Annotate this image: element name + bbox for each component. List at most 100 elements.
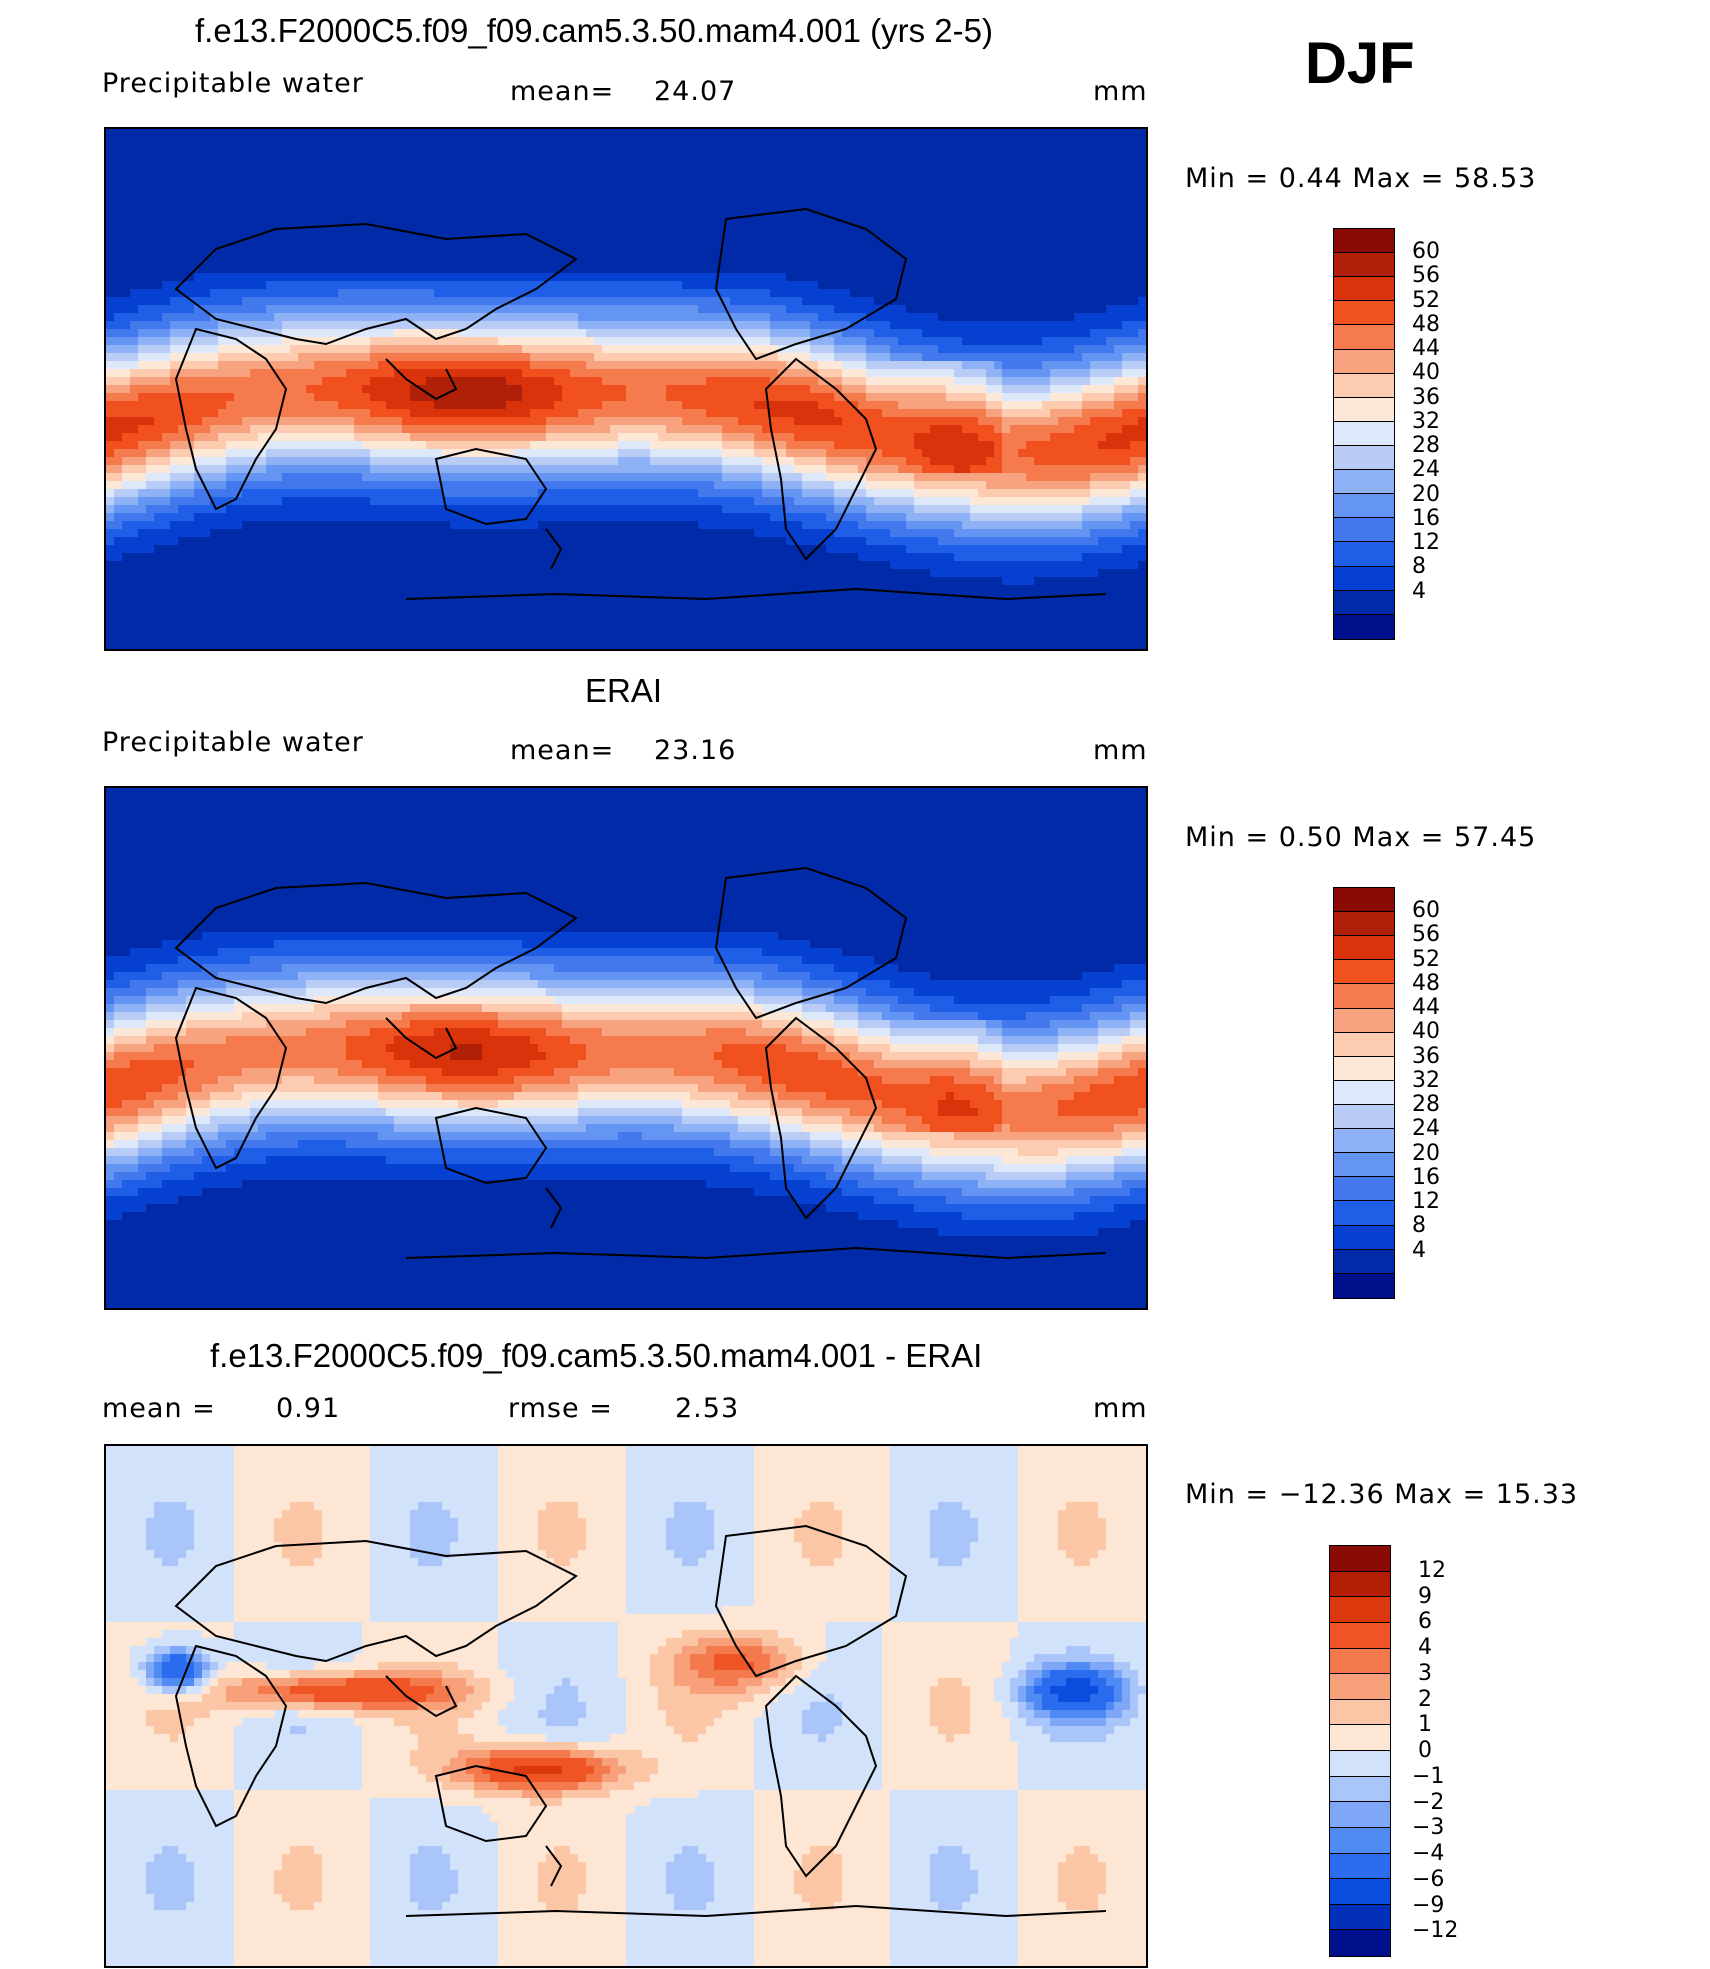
colorbar-tick-label: 44	[1412, 336, 1440, 361]
colorbar-tick-label: −12	[1412, 1918, 1458, 1943]
coastline	[174, 1644, 288, 1828]
colorbar-swatch	[1334, 566, 1394, 591]
panel2-title: ERAI	[585, 672, 662, 710]
colorbar-swatch	[1334, 1008, 1394, 1033]
colorbar-tick-label: 60	[1412, 239, 1440, 264]
colorbar-tick-label: 16	[1412, 506, 1440, 531]
colorbar-tick-label: 1	[1418, 1712, 1432, 1737]
colorbar-swatch	[1330, 1725, 1390, 1751]
colorbar-tick-label: 28	[1412, 433, 1440, 458]
colorbar-swatch	[1334, 1080, 1394, 1105]
colorbar-swatch	[1334, 1225, 1394, 1250]
colorbar-tick-label: 32	[1412, 1068, 1440, 1093]
colorbar-tick-label: 48	[1412, 971, 1440, 996]
panel3-colorbar	[1329, 1545, 1391, 1957]
colorbar-tick-label: 9	[1418, 1584, 1432, 1609]
coastline	[174, 1539, 578, 1663]
panel3-mean-label: mean =	[102, 1393, 216, 1424]
colorbar-tick-label: 20	[1412, 1141, 1440, 1166]
colorbar-tick-label: −9	[1412, 1893, 1444, 1918]
erai-precipitable-water-map	[104, 786, 1148, 1310]
colorbar-tick-label: 44	[1412, 995, 1440, 1020]
model-precipitable-water-map	[104, 127, 1148, 651]
colorbar-swatch	[1330, 1699, 1390, 1726]
colorbar-tick-label: 2	[1418, 1687, 1432, 1712]
colorbar-swatch	[1334, 445, 1394, 471]
colorbar-swatch	[1334, 421, 1394, 446]
coastline	[174, 881, 578, 1005]
colorbar-tick-label: 3	[1418, 1661, 1432, 1686]
panel1-title: f.e13.F2000C5.f09_f09.cam5.3.50.mam4.001…	[195, 12, 993, 50]
coastline	[385, 1017, 458, 1060]
colorbar-swatch	[1334, 1153, 1394, 1178]
colorbar-tick-label: 6	[1418, 1609, 1432, 1634]
colorbar-swatch	[1334, 373, 1394, 398]
colorbar-tick-label: 4	[1412, 579, 1426, 604]
colorbar-tick-label: 32	[1412, 409, 1440, 434]
coastline	[405, 587, 1107, 601]
coastline	[434, 1106, 548, 1185]
colorbar-tick-label: 4	[1412, 1238, 1426, 1263]
colorbar-tick-label: 16	[1412, 1165, 1440, 1190]
colorbar-tick-label: 4	[1418, 1635, 1432, 1660]
colorbar-swatch	[1334, 1249, 1394, 1274]
colorbar-swatch	[1330, 1776, 1390, 1803]
colorbar-swatch	[1334, 590, 1394, 615]
panel1-mean-label: mean=	[510, 76, 614, 107]
colorbar-tick-label: −1	[1412, 1764, 1444, 1789]
panel2-units: mm	[1093, 735, 1148, 766]
colorbar-tick-label: 36	[1412, 1044, 1440, 1069]
panel2-mean-label: mean=	[510, 735, 614, 766]
panel2-mean-value: 23.16	[654, 735, 736, 766]
colorbar-swatch	[1334, 1104, 1394, 1130]
coastline	[174, 986, 288, 1170]
colorbar-tick-label: 24	[1412, 457, 1440, 482]
colorbar-tick-label: 36	[1412, 385, 1440, 410]
coastline	[385, 1675, 458, 1718]
panel2-colorbar	[1333, 887, 1395, 1299]
colorbar-tick-label: 56	[1412, 922, 1440, 947]
colorbar-swatch	[1334, 1032, 1394, 1057]
colorbar-tick-label: −3	[1412, 1815, 1444, 1840]
colorbar-swatch	[1330, 1571, 1390, 1598]
colorbar-tick-label: 40	[1412, 1019, 1440, 1044]
colorbar-swatch	[1330, 1674, 1390, 1700]
colorbar-swatch	[1330, 1904, 1390, 1931]
colorbar-swatch	[1330, 1879, 1390, 1905]
coastline	[385, 358, 458, 401]
panel3-rmse-label: rmse =	[508, 1393, 613, 1424]
coastline	[545, 528, 563, 570]
colorbar-swatch	[1334, 912, 1394, 937]
colorbar-tick-label: 56	[1412, 263, 1440, 288]
colorbar-swatch	[1330, 1827, 1390, 1854]
coastline	[764, 1016, 878, 1220]
colorbar-swatch	[1334, 1177, 1394, 1202]
colorbar-tick-label: −6	[1412, 1867, 1444, 1892]
colorbar-swatch	[1330, 1802, 1390, 1828]
season-label: DJF	[1305, 30, 1415, 97]
panel1-mean-value: 24.07	[654, 76, 736, 107]
colorbar-tick-label: 52	[1412, 947, 1440, 972]
difference-map	[104, 1444, 1148, 1968]
panel3-title: f.e13.F2000C5.f09_f09.cam5.3.50.mam4.001…	[210, 1337, 982, 1375]
colorbar-tick-label: 8	[1412, 554, 1426, 579]
colorbar-swatch	[1334, 542, 1394, 567]
panel2-min-max: Min = 0.50 Max = 57.45	[1185, 822, 1536, 853]
colorbar-swatch	[1334, 1129, 1394, 1154]
colorbar-swatch	[1334, 518, 1394, 543]
colorbar-tick-label: −2	[1412, 1790, 1444, 1815]
colorbar-tick-label: 40	[1412, 360, 1440, 385]
colorbar-tick-label: 8	[1412, 1213, 1426, 1238]
colorbar-tick-label: 12	[1412, 1189, 1440, 1214]
coastline	[764, 357, 878, 561]
coastline	[405, 1246, 1107, 1260]
colorbar-tick-label: 12	[1412, 530, 1440, 555]
colorbar-swatch	[1334, 253, 1394, 278]
colorbar-tick-label: 60	[1412, 898, 1440, 923]
panel1-colorbar	[1333, 228, 1395, 640]
colorbar-swatch	[1334, 301, 1394, 326]
colorbar-swatch	[1334, 888, 1394, 913]
colorbar-tick-label: 24	[1412, 1116, 1440, 1141]
colorbar-swatch	[1334, 1273, 1394, 1298]
coastline	[434, 447, 548, 526]
